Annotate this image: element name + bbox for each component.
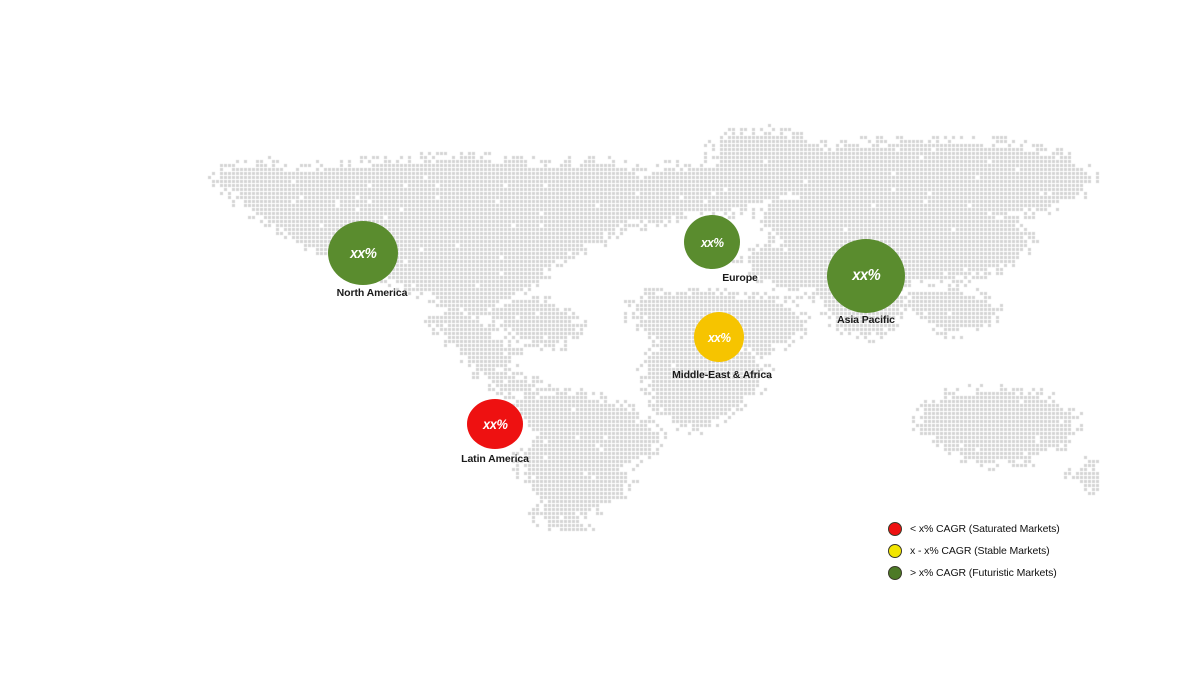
legend-item[interactable]: x - x% CAGR (Stable Markets): [888, 540, 1088, 562]
region-label: Latin America: [461, 453, 529, 465]
legend-label: x - x% CAGR (Stable Markets): [910, 545, 1050, 557]
legend: < x% CAGR (Saturated Markets) x - x% CAGR…: [888, 518, 1088, 584]
region-bubble-middle-east-africa[interactable]: xx%: [694, 312, 744, 362]
yellow-dot-icon: [888, 544, 902, 558]
region-bubble-north-america[interactable]: xx%: [328, 221, 398, 285]
region-label: Middle-East & Africa: [672, 369, 772, 381]
region-bubble-asia-pacific[interactable]: xx%: [827, 239, 905, 313]
legend-label: < x% CAGR (Saturated Markets): [910, 523, 1060, 535]
region-value: xx%: [482, 416, 508, 432]
red-dot-icon: [888, 522, 902, 536]
region-bubble-latin-america[interactable]: xx%: [467, 399, 523, 449]
legend-item[interactable]: < x% CAGR (Saturated Markets): [888, 518, 1088, 540]
region-label: Asia Pacific: [837, 314, 895, 326]
region-value: xx%: [707, 329, 731, 345]
region-value: xx%: [349, 244, 377, 262]
region-label: Europe: [722, 272, 758, 284]
green-dot-icon: [888, 566, 902, 580]
region-label: North America: [336, 287, 408, 299]
region-bubble-europe[interactable]: xx%: [684, 215, 740, 269]
legend-label: > x% CAGR (Futuristic Markets): [910, 567, 1057, 579]
legend-item[interactable]: > x% CAGR (Futuristic Markets): [888, 562, 1088, 584]
region-value: xx%: [851, 267, 881, 284]
region-value: xx%: [700, 234, 724, 250]
